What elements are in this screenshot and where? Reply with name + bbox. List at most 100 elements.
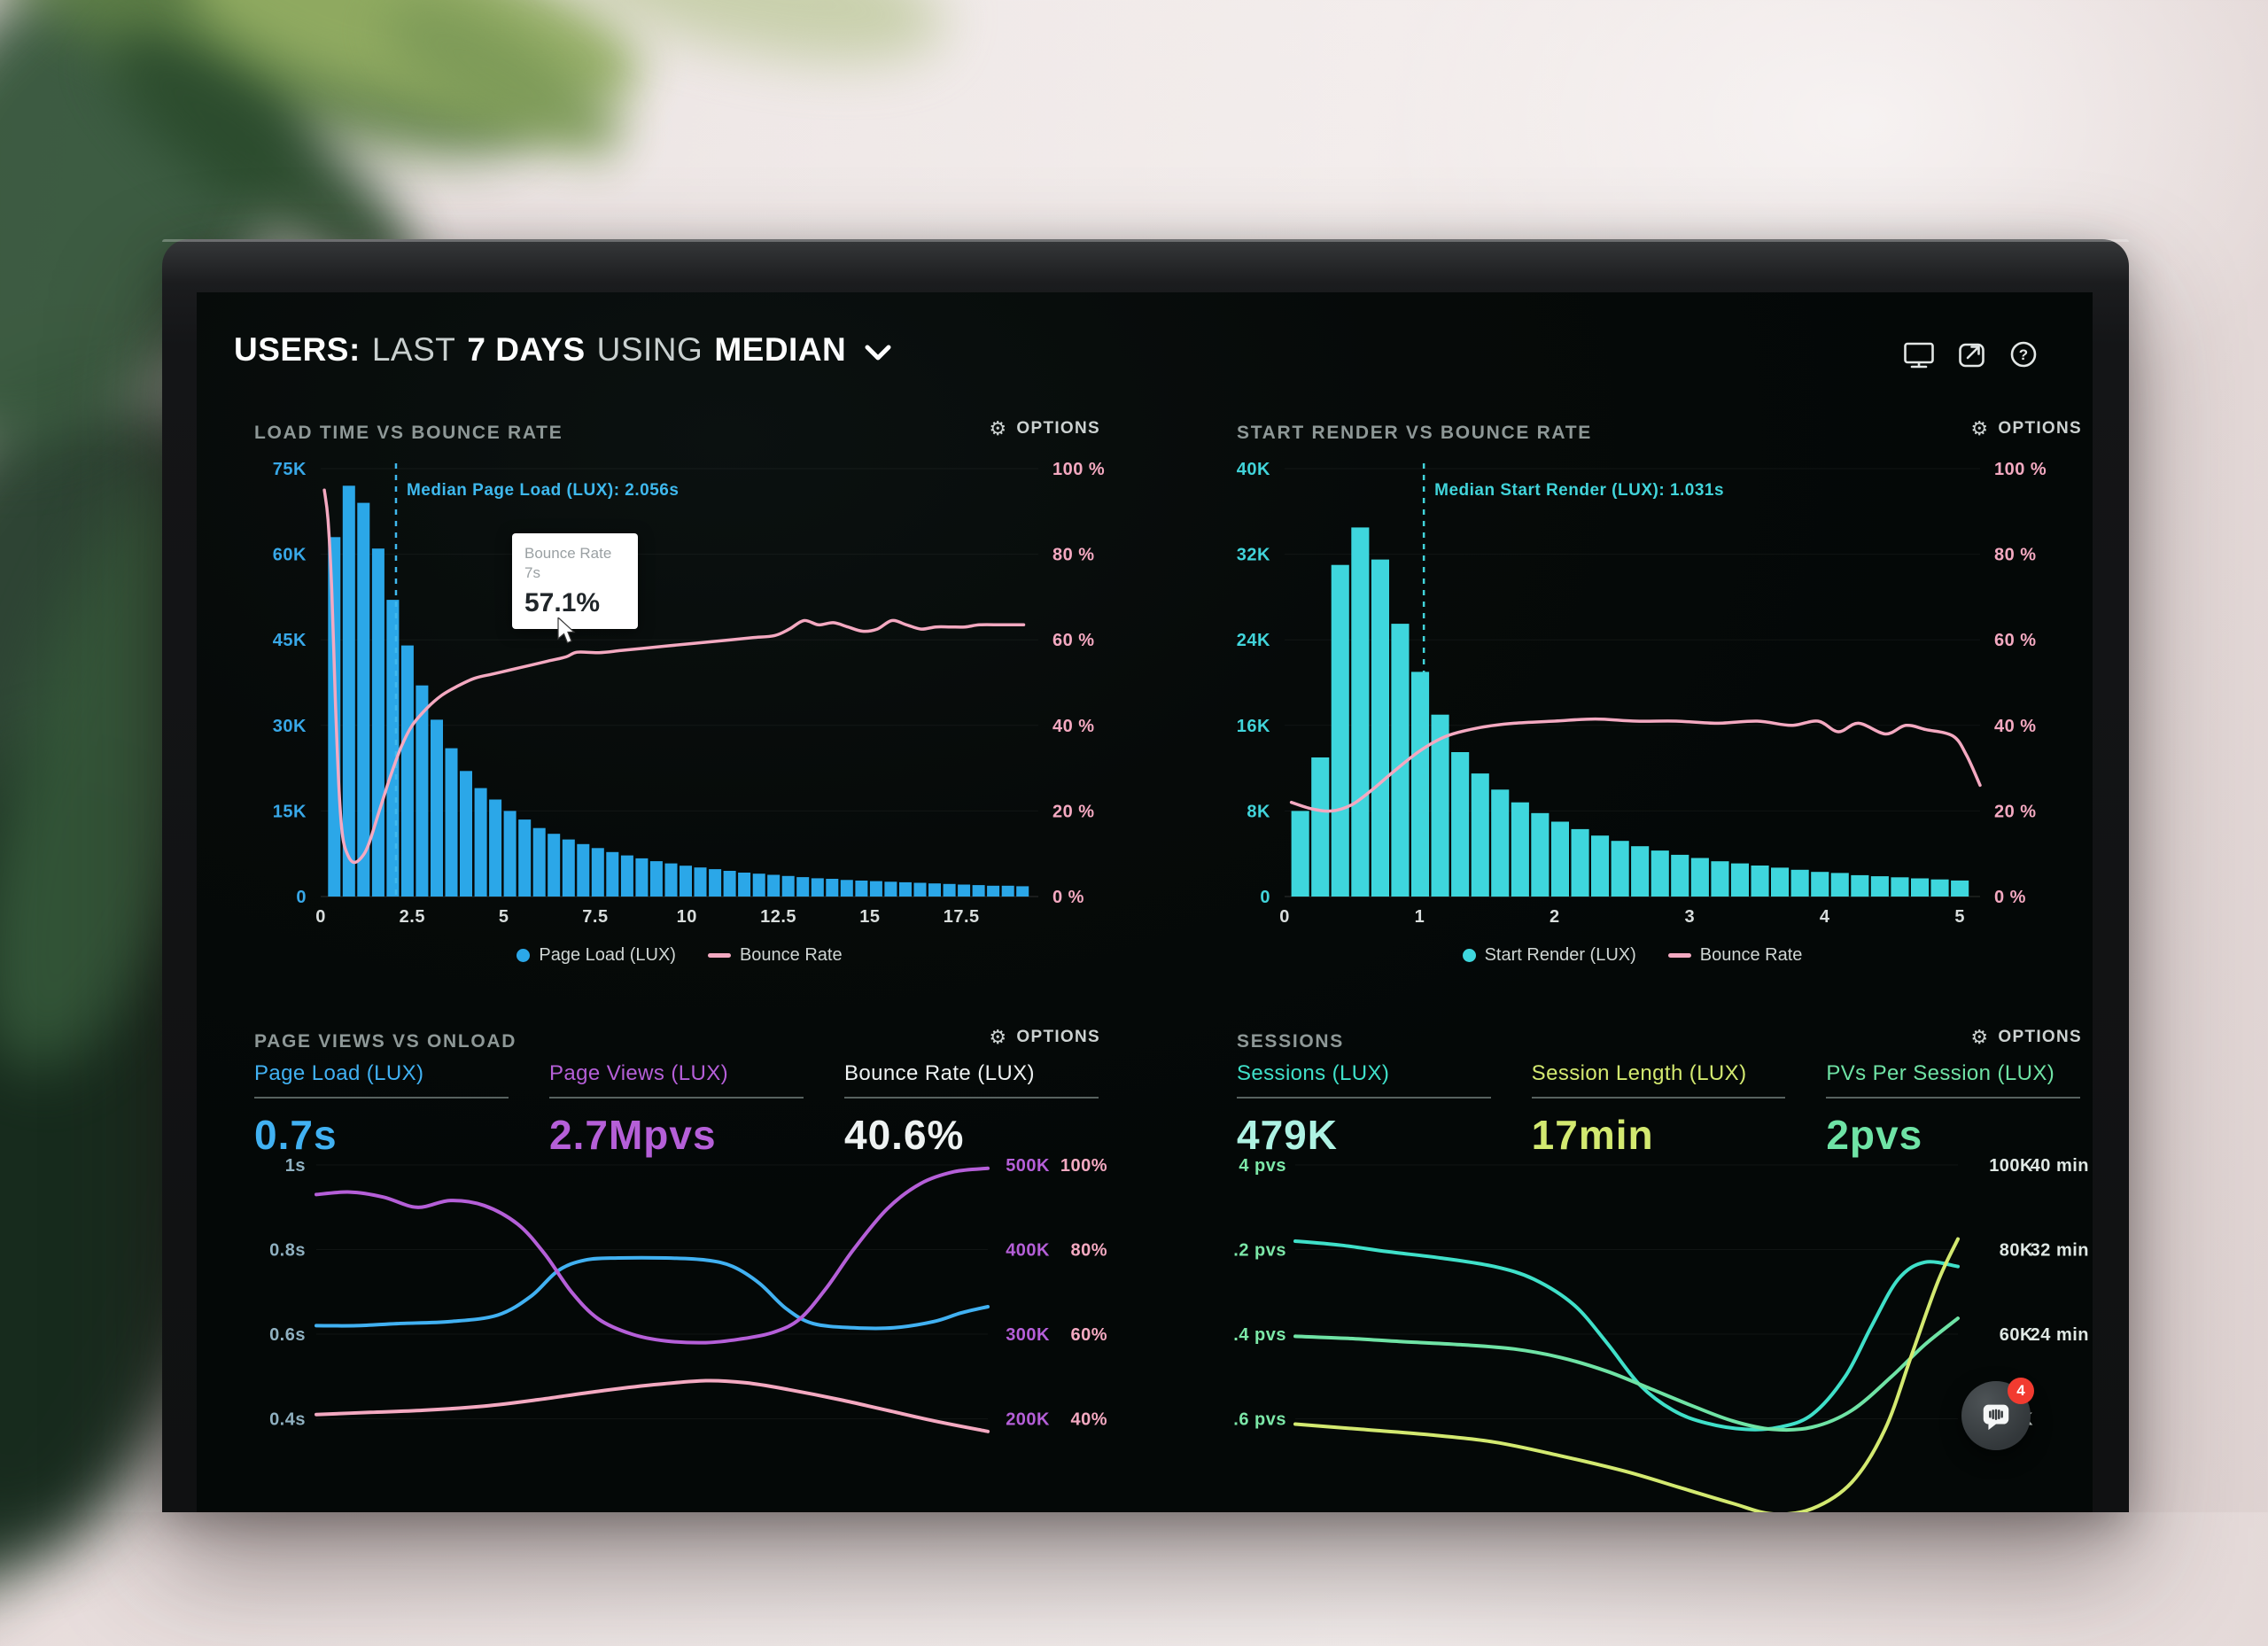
options-button[interactable]: ⚙ OPTIONS xyxy=(1970,1028,2082,1047)
metric-session-length: Session Length (LUX) 17min xyxy=(1531,1061,1786,1159)
chat-bubble-icon xyxy=(1983,1404,2009,1431)
metric-value: 17min xyxy=(1531,1112,1654,1158)
median-label: Median Start Render (LUX): 1.031s xyxy=(1434,481,1724,500)
options-button[interactable]: ⚙ OPTIONS xyxy=(989,419,1100,439)
laptop: USERS: LAST 7 DAYS USING MEDIAN xyxy=(162,239,2129,1512)
page-views-line-chart[interactable]: 1s 0.8s 0.6s 0.4s 500K 100% 400K 80% 300K 60% 200K… xyxy=(237,1153,1109,1512)
share-icon[interactable] xyxy=(1958,341,1986,369)
dashboard-title-dropdown[interactable]: USERS: LAST 7 DAYS USING MEDIAN xyxy=(234,331,891,369)
svg-text:8K: 8K xyxy=(1247,802,1270,821)
panel-page-views-vs-onload: PAGE VIEWS VS ONLOAD ⚙ OPTIONS Page Load… xyxy=(237,1021,1109,1512)
svg-text:60 %: 60 % xyxy=(1052,631,1095,650)
options-label: OPTIONS xyxy=(1998,1028,2082,1046)
tooltip-series: Bounce Rate xyxy=(524,545,612,562)
chat-widget-button[interactable]: 4 xyxy=(1961,1378,2034,1450)
svg-text:500K: 500K xyxy=(1006,1156,1050,1176)
metric-bounce-rate: Bounce Rate (LUX) 40.6% xyxy=(844,1061,1099,1159)
panel-header: START RENDER VS BOUNCE RATE ⚙ OPTIONS xyxy=(1233,419,2091,451)
load-time-histogram-chart[interactable]: 75K 60K 45K 30K 15K 0 100 % 80 % 60 % 40 % 20 % 0 %… xyxy=(237,449,1109,935)
series-line xyxy=(315,1255,990,1331)
svg-text:3: 3 xyxy=(1684,907,1695,927)
svg-text:17.5: 17.5 xyxy=(944,907,980,927)
svg-text:300K: 300K xyxy=(1006,1325,1050,1345)
options-button[interactable]: ⚙ OPTIONS xyxy=(1970,419,2082,439)
start-render-histogram-chart[interactable]: 40K 32K 24K 16K 8K 0 100 % 80 % 60 % 40 % 20 % 0 % 0… xyxy=(1233,449,2091,935)
svg-text:10: 10 xyxy=(677,907,697,927)
chat-unread-badge: 4 xyxy=(2008,1378,2034,1404)
chart-legend: Page Load (LUX) Bounce Rate xyxy=(321,945,1038,966)
header-last-label: LAST xyxy=(371,331,456,368)
chevron-down-icon[interactable] xyxy=(865,345,891,361)
legend-marker xyxy=(707,953,731,958)
legend-marker xyxy=(1462,949,1476,962)
svg-text:16K: 16K xyxy=(1237,717,1270,736)
svg-text:1: 1 xyxy=(1415,907,1425,927)
series-line xyxy=(1293,1237,1960,1512)
svg-text:100%: 100% xyxy=(1060,1156,1107,1176)
right-axis-labels: 500K 100% 400K 80% 300K 60% 200K 40% xyxy=(1006,1156,1107,1430)
legend-item: Bounce Rate xyxy=(1667,945,1803,966)
metric-pvs-per-session: PVs Per Session (LUX) 2pvs xyxy=(1826,1061,2081,1159)
svg-text:5: 5 xyxy=(499,907,509,927)
svg-text:2.5: 2.5 xyxy=(400,907,425,927)
panel-sessions: SESSIONS ⚙ OPTIONS Sessions (LUX) 479K S… xyxy=(1233,1021,2091,1512)
svg-text:0.6s: 0.6s xyxy=(269,1325,306,1345)
x-axis-labels: 0 2.5 5 7.5 10 12.5 15 17.5 xyxy=(315,907,979,927)
svg-text:32 min: 32 min xyxy=(2031,1241,2089,1261)
tooltip-x: 7s xyxy=(524,564,540,582)
metric-label: Page Views (LUX) xyxy=(549,1061,804,1099)
svg-text:60%: 60% xyxy=(1070,1325,1107,1345)
display-icon[interactable] xyxy=(1903,341,1935,369)
svg-text:75K: 75K xyxy=(273,460,307,479)
svg-text:20 %: 20 % xyxy=(1052,802,1095,821)
options-button[interactable]: ⚙ OPTIONS xyxy=(989,1028,1100,1047)
svg-text:100K: 100K xyxy=(1989,1156,2033,1176)
series-line xyxy=(1293,1316,1960,1432)
panel-title: START RENDER VS BOUNCE RATE xyxy=(1237,423,1592,443)
legend-label: Page Load (LUX) xyxy=(539,945,676,965)
left-axis-labels: 40K 32K 24K 16K 8K 0 xyxy=(1237,460,1270,907)
hover-tooltip: Bounce Rate 7s 57.1% xyxy=(512,533,638,630)
panel-title: LOAD TIME VS BOUNCE RATE xyxy=(254,423,563,443)
svg-text:80%: 80% xyxy=(1070,1241,1107,1261)
chart-legend: Start Render (LUX) Bounce Rate xyxy=(1285,945,1980,966)
svg-text:40 %: 40 % xyxy=(1052,717,1095,736)
panel-header: SESSIONS ⚙ OPTIONS xyxy=(1233,1028,2091,1060)
svg-text:15K: 15K xyxy=(273,802,307,821)
help-icon[interactable]: ? xyxy=(2009,340,2038,369)
svg-text:80 %: 80 % xyxy=(1994,546,2037,565)
svg-text:24K: 24K xyxy=(1237,631,1270,650)
gridlines xyxy=(316,1164,988,1419)
gridlines xyxy=(1295,1164,1958,1419)
x-axis-labels: 0 1 2 3 4 5 xyxy=(1279,907,1964,927)
svg-text:0: 0 xyxy=(296,888,307,907)
legend-marker xyxy=(517,949,531,962)
svg-text:2: 2 xyxy=(1550,907,1560,927)
options-label: OPTIONS xyxy=(1016,1028,1100,1046)
metric-label: PVs Per Session (LUX) xyxy=(1826,1061,2081,1099)
metric-sessions: Sessions (LUX) 479K xyxy=(1237,1061,1491,1159)
svg-text:20 %: 20 % xyxy=(1994,802,2037,821)
metric-value: 2pvs xyxy=(1826,1112,1923,1158)
svg-text:?: ? xyxy=(2019,346,2028,363)
header-days-label: 7 DAYS xyxy=(467,331,586,368)
legend-label: Bounce Rate xyxy=(1699,945,1803,965)
series-line xyxy=(315,1166,990,1345)
tooltip-value: 57.1% xyxy=(524,588,601,618)
svg-text:30K: 30K xyxy=(273,717,307,736)
svg-text:4 pvs: 4 pvs xyxy=(1239,1156,1286,1176)
mouse-cursor-icon xyxy=(557,617,576,644)
gear-icon: ⚙ xyxy=(989,417,1008,439)
toolbar-icons: ? xyxy=(1903,340,2038,369)
svg-text:24 min: 24 min xyxy=(2031,1325,2089,1345)
svg-text:0: 0 xyxy=(1260,888,1270,907)
legend-marker xyxy=(1667,953,1691,958)
svg-text:200K: 200K xyxy=(1006,1410,1050,1430)
svg-text:0.8s: 0.8s xyxy=(269,1241,306,1261)
panel-title: SESSIONS xyxy=(1237,1031,1344,1052)
metric-summary-row: Sessions (LUX) 479K Session Length (LUX)… xyxy=(1237,1061,2081,1159)
median-label: Median Page Load (LUX): 2.056s xyxy=(407,481,679,500)
metric-label: Page Load (LUX) xyxy=(254,1061,509,1099)
svg-text:1s: 1s xyxy=(285,1156,306,1176)
